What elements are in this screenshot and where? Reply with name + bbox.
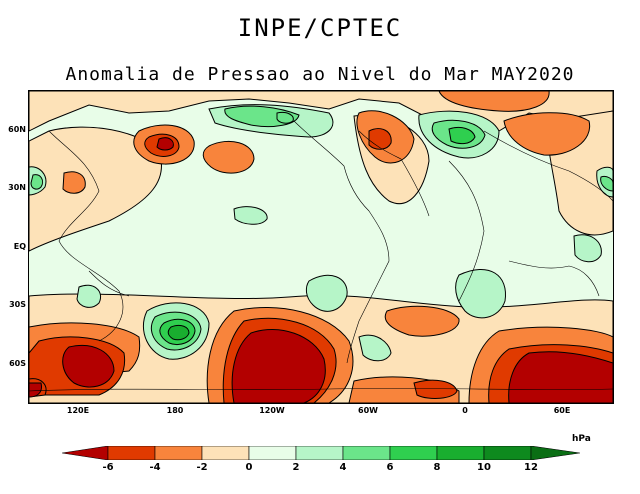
lon-label-180: 180	[166, 406, 184, 415]
lon-label-60w: 60W	[358, 406, 378, 415]
pressure-anomaly-map	[28, 90, 614, 404]
lat-label-30s: 30S	[9, 300, 26, 309]
anomaly-fill-8-10	[167, 324, 190, 341]
agency-title: INPE/CPTEC	[237, 14, 403, 42]
coastlines	[29, 120, 613, 392]
lon-label-0: 0	[462, 406, 468, 415]
legend-swatch-minus4-minus2	[154, 446, 203, 460]
anomaly-fill-below-minus6	[29, 137, 613, 403]
legend-swatch-6-8	[389, 446, 438, 460]
legend-tick: 4	[339, 462, 347, 473]
legend-unit: hPa	[572, 434, 591, 444]
lon-label-60e: 60E	[553, 406, 571, 415]
legend-swatch-0-2	[248, 446, 297, 460]
legend-colorbar	[62, 446, 580, 460]
legend-swatch-10-12	[483, 446, 532, 460]
legend-swatch-minus2-0	[201, 446, 250, 460]
legend-swatch-above-12	[530, 446, 580, 460]
map-title: Anomalia de Pressao ao Nivel do Mar MAY2…	[65, 64, 575, 85]
lon-label-120e: 120E	[66, 406, 90, 415]
legend-tick: 10	[477, 462, 491, 473]
lat-label-eq: EQ	[13, 242, 26, 251]
map-canvas	[29, 91, 613, 403]
legend-tick: 0	[245, 462, 253, 473]
legend-tick: 12	[524, 462, 538, 473]
legend-swatch-4-6	[342, 446, 391, 460]
legend-swatch-8-10	[436, 446, 485, 460]
legend-swatch-minus6-minus4	[107, 446, 156, 460]
lat-label-60s: 60S	[9, 359, 26, 368]
lat-label-30n: 30N	[8, 183, 26, 192]
legend-swatch-2-4	[295, 446, 344, 460]
lat-label-60n: 60N	[8, 125, 26, 134]
legend-tick: 8	[433, 462, 441, 473]
legend-tick: -2	[196, 462, 208, 473]
legend-tick: -4	[149, 462, 161, 473]
lon-label-120w: 120W	[259, 406, 285, 415]
legend-tick: 2	[292, 462, 300, 473]
legend-swatch-below-minus6	[62, 446, 109, 460]
legend-tick: -6	[102, 462, 114, 473]
legend-tick: 6	[386, 462, 394, 473]
